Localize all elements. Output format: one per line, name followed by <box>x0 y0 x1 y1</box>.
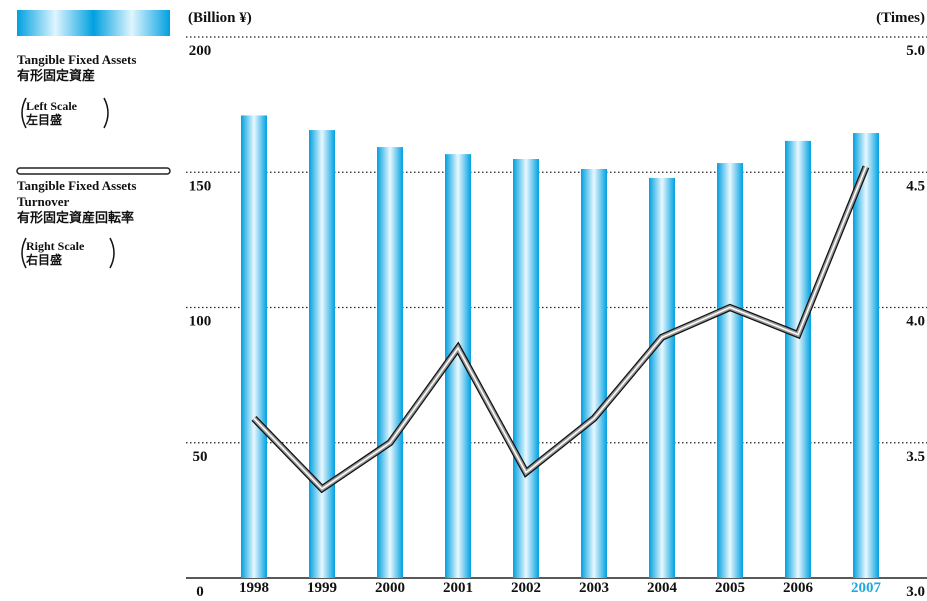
legend-name-ja: 有形固定資産回転率 <box>17 210 135 225</box>
legend-name-ja: 有形固定資産 <box>17 68 96 83</box>
paren <box>21 237 27 269</box>
y-tick-label: 200 <box>189 43 212 59</box>
scale-label: Left Scale <box>26 99 77 113</box>
bar <box>853 133 879 578</box>
y2-tick-label: 4.0 <box>906 314 925 330</box>
x-tick-label: 2003 <box>579 580 609 596</box>
x-tick-label: 2002 <box>511 580 541 596</box>
legend-scale: Right Scale 右目盛 <box>26 239 84 267</box>
y2-tick-label: 4.5 <box>906 178 925 194</box>
bar <box>581 169 607 578</box>
legend-scale: Left Scale 左目盛 <box>26 99 77 127</box>
scale-label: Right Scale <box>26 239 85 253</box>
legend-swatch-line <box>16 167 171 175</box>
x-tick-label: 2004 <box>647 580 678 596</box>
bar <box>785 140 811 578</box>
x-tick-label: 1999 <box>307 580 337 596</box>
y2-unit: (Times) <box>876 10 925 26</box>
legend-name: Tangible Fixed Assets <box>17 52 137 67</box>
scale-label-ja: 左目盛 <box>26 113 63 127</box>
legend-label: Tangible Fixed Assets Turnover 有形固定資産回転率 <box>17 178 167 226</box>
y2-tick-label: 3.5 <box>906 449 925 465</box>
scale-label-ja: 右目盛 <box>26 253 63 267</box>
y-tick-label: 150 <box>189 178 212 194</box>
bar <box>309 130 335 578</box>
y2-tick-label: 5.0 <box>906 43 925 59</box>
x-tick-label: 2000 <box>375 580 405 596</box>
y-tick-label: 100 <box>189 314 212 330</box>
x-tick-label: 2006 <box>783 580 814 596</box>
paren <box>21 97 27 129</box>
legend-label: Tangible Fixed Assets 有形固定資産 <box>17 52 177 84</box>
bar <box>241 115 267 578</box>
bar <box>377 147 403 578</box>
y-unit: (Billion ¥) <box>188 10 252 26</box>
x-tick-label: 2001 <box>443 580 473 596</box>
paren <box>103 97 109 129</box>
x-tick-label: 2005 <box>715 580 745 596</box>
line-highlight <box>253 166 867 490</box>
legend-swatch-bar <box>17 10 170 36</box>
paren <box>109 237 115 269</box>
bar <box>513 158 539 579</box>
y-tick-label: 0 <box>196 584 204 600</box>
y2-tick-label: 3.0 <box>906 584 925 600</box>
line-outline <box>251 165 870 494</box>
bar <box>717 163 743 579</box>
bar <box>649 177 675 579</box>
x-tick-label: 2007 <box>851 580 882 596</box>
y-tick-label: 50 <box>193 449 208 465</box>
legend-name: Tangible Fixed Assets Turnover <box>17 178 137 209</box>
x-tick-label: 1998 <box>239 580 269 596</box>
